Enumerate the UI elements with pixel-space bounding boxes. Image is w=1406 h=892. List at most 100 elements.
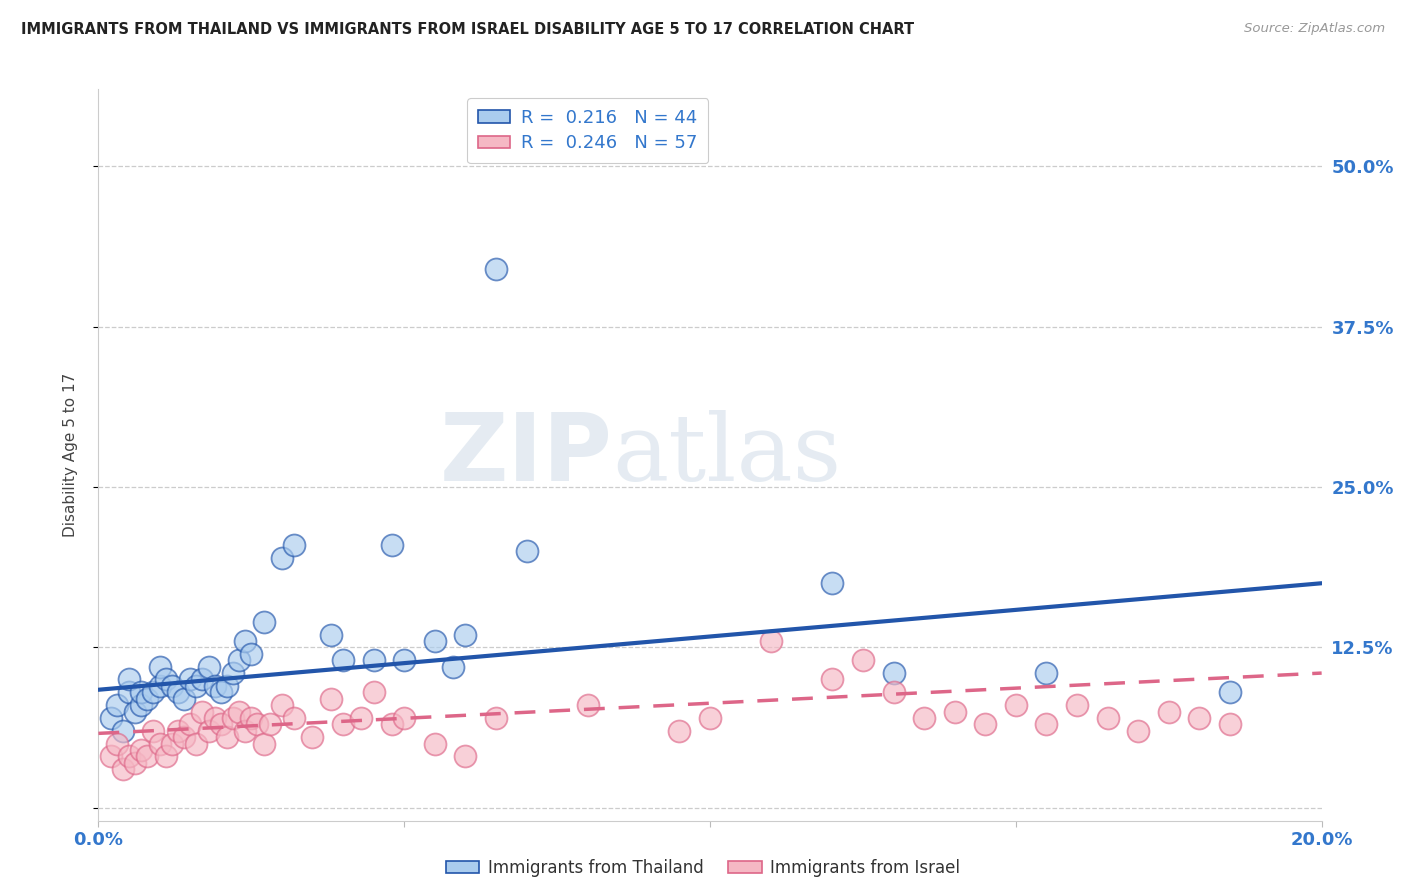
Point bbox=[350, 711, 373, 725]
Point bbox=[319, 691, 342, 706]
Point bbox=[381, 717, 404, 731]
Point bbox=[179, 717, 201, 731]
Point bbox=[136, 749, 159, 764]
Legend: R =  0.216   N = 44, R =  0.246   N = 57: R = 0.216 N = 44, R = 0.246 N = 57 bbox=[467, 98, 709, 163]
Point bbox=[821, 673, 844, 687]
Point bbox=[259, 717, 281, 731]
Legend: Immigrants from Thailand, Immigrants from Israel: Immigrants from Thailand, Immigrants fro… bbox=[439, 853, 967, 884]
Point bbox=[124, 705, 146, 719]
Point bbox=[160, 679, 183, 693]
Point bbox=[668, 723, 690, 738]
Point bbox=[1219, 717, 1241, 731]
Point bbox=[454, 749, 477, 764]
Text: Source: ZipAtlas.com: Source: ZipAtlas.com bbox=[1244, 22, 1385, 36]
Point bbox=[332, 717, 354, 731]
Point bbox=[283, 711, 305, 725]
Point bbox=[1066, 698, 1088, 713]
Point bbox=[215, 679, 238, 693]
Point bbox=[149, 659, 172, 673]
Point bbox=[332, 653, 354, 667]
Point bbox=[516, 544, 538, 558]
Point bbox=[142, 685, 165, 699]
Point bbox=[167, 685, 190, 699]
Point bbox=[228, 653, 250, 667]
Point bbox=[1097, 711, 1119, 725]
Point bbox=[270, 698, 292, 713]
Point bbox=[222, 666, 245, 681]
Point bbox=[160, 737, 183, 751]
Point bbox=[246, 717, 269, 731]
Point bbox=[441, 659, 464, 673]
Point bbox=[1004, 698, 1026, 713]
Point bbox=[100, 711, 122, 725]
Point bbox=[943, 705, 966, 719]
Point bbox=[129, 743, 152, 757]
Point bbox=[423, 634, 446, 648]
Point bbox=[136, 691, 159, 706]
Point bbox=[319, 627, 342, 641]
Y-axis label: Disability Age 5 to 17: Disability Age 5 to 17 bbox=[63, 373, 77, 537]
Point bbox=[118, 749, 141, 764]
Point bbox=[124, 756, 146, 770]
Point bbox=[105, 737, 128, 751]
Point bbox=[186, 737, 208, 751]
Point bbox=[485, 261, 508, 276]
Point bbox=[381, 538, 404, 552]
Point bbox=[1035, 666, 1057, 681]
Point bbox=[149, 679, 172, 693]
Point bbox=[883, 666, 905, 681]
Point bbox=[105, 698, 128, 713]
Point bbox=[1157, 705, 1180, 719]
Point bbox=[576, 698, 599, 713]
Point bbox=[129, 698, 152, 713]
Point bbox=[363, 653, 385, 667]
Point bbox=[392, 711, 416, 725]
Point bbox=[240, 711, 263, 725]
Point bbox=[129, 685, 152, 699]
Point bbox=[111, 723, 134, 738]
Point bbox=[1219, 685, 1241, 699]
Point bbox=[215, 730, 238, 744]
Point bbox=[204, 679, 226, 693]
Point bbox=[191, 705, 214, 719]
Point bbox=[699, 711, 721, 725]
Point bbox=[186, 679, 208, 693]
Point bbox=[454, 627, 477, 641]
Text: ZIP: ZIP bbox=[439, 409, 612, 501]
Point bbox=[1128, 723, 1150, 738]
Point bbox=[100, 749, 122, 764]
Text: IMMIGRANTS FROM THAILAND VS IMMIGRANTS FROM ISRAEL DISABILITY AGE 5 TO 17 CORREL: IMMIGRANTS FROM THAILAND VS IMMIGRANTS F… bbox=[21, 22, 914, 37]
Text: atlas: atlas bbox=[612, 410, 841, 500]
Point bbox=[142, 723, 165, 738]
Point bbox=[111, 762, 134, 776]
Point bbox=[209, 685, 232, 699]
Point bbox=[197, 659, 219, 673]
Point bbox=[852, 653, 875, 667]
Point bbox=[228, 705, 250, 719]
Point bbox=[1188, 711, 1211, 725]
Point bbox=[233, 634, 256, 648]
Point bbox=[974, 717, 997, 731]
Point bbox=[191, 673, 214, 687]
Point bbox=[270, 550, 292, 565]
Point bbox=[759, 634, 782, 648]
Point bbox=[392, 653, 416, 667]
Point bbox=[197, 723, 219, 738]
Point bbox=[240, 647, 263, 661]
Point bbox=[118, 673, 141, 687]
Point bbox=[301, 730, 323, 744]
Point bbox=[283, 538, 305, 552]
Point bbox=[173, 730, 195, 744]
Point bbox=[252, 615, 274, 629]
Point bbox=[204, 711, 226, 725]
Point bbox=[222, 711, 245, 725]
Point bbox=[1035, 717, 1057, 731]
Point bbox=[155, 673, 177, 687]
Point bbox=[233, 723, 256, 738]
Point bbox=[118, 685, 141, 699]
Point bbox=[149, 737, 172, 751]
Point bbox=[209, 717, 232, 731]
Point bbox=[179, 673, 201, 687]
Point bbox=[485, 711, 508, 725]
Point bbox=[821, 576, 844, 591]
